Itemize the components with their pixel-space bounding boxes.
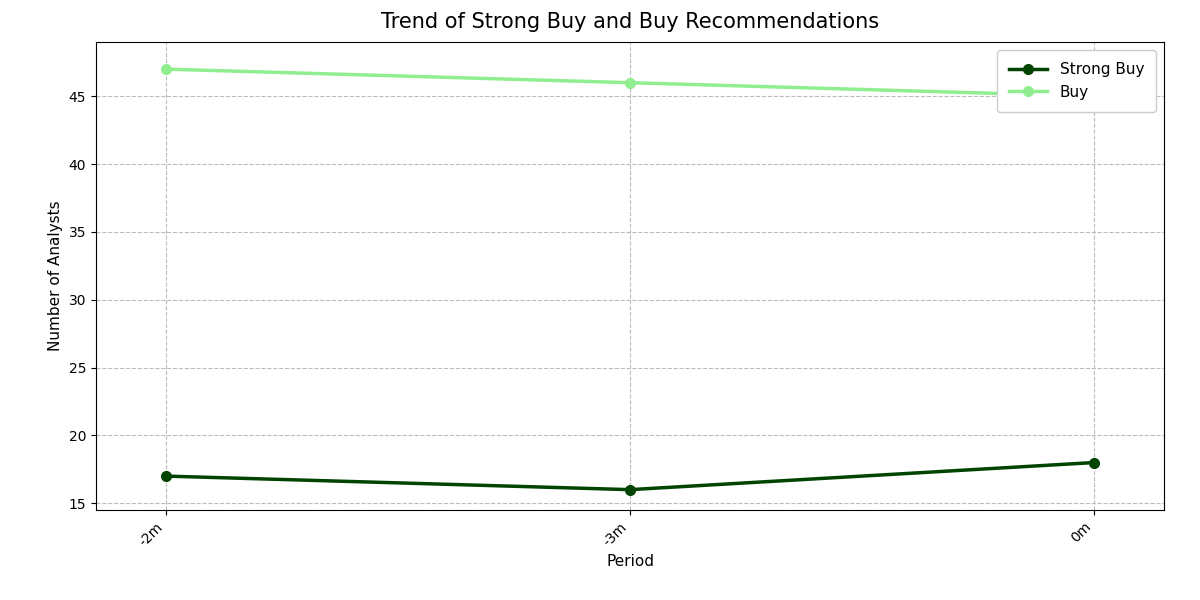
Strong Buy <box>158 472 173 479</box>
Y-axis label: Number of Analysts: Number of Analysts <box>48 200 64 352</box>
Title: Trend of Strong Buy and Buy Recommendations: Trend of Strong Buy and Buy Recommendati… <box>380 12 880 32</box>
Buy <box>1087 92 1102 100</box>
X-axis label: Period: Period <box>606 554 654 569</box>
Buy <box>623 79 637 86</box>
Line: Strong Buy: Strong Buy <box>161 458 1099 494</box>
Legend: Strong Buy, Buy: Strong Buy, Buy <box>997 50 1157 112</box>
Buy <box>158 65 173 73</box>
Strong Buy <box>1087 459 1102 466</box>
Line: Buy: Buy <box>161 64 1099 101</box>
Strong Buy <box>623 486 637 493</box>
